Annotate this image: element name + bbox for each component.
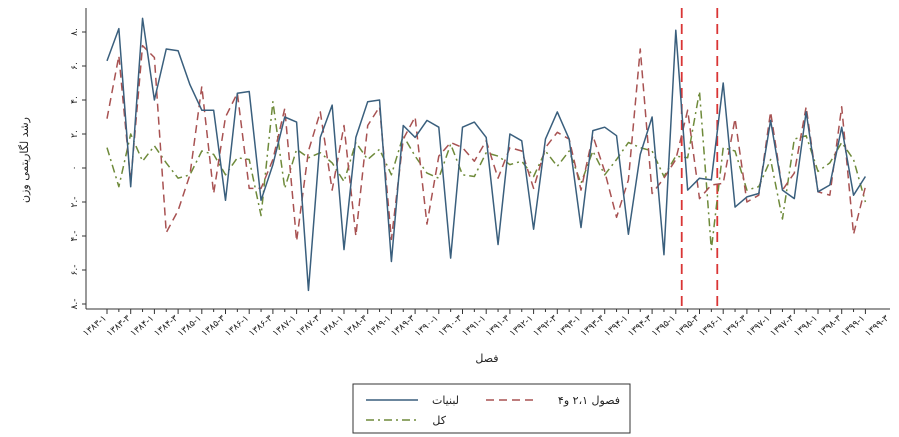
x-tick-label: ۱۳۸۸-۱	[318, 314, 345, 339]
y-tick-label: ۴.-	[70, 231, 80, 242]
y-tick-label: ۴.	[70, 96, 80, 104]
x-tick-label: ۱۳۹۰-۳	[437, 314, 465, 339]
y-tick-label: ۰	[70, 166, 80, 171]
x-tick-label: ۱۳۹۷-۳	[769, 314, 797, 339]
x-tick-label: ۱۳۹۱-۱	[461, 314, 488, 339]
x-tick-label: ۱۳۸۴-۳	[153, 314, 181, 339]
legend-label-dairy: لبنیات	[432, 394, 459, 407]
x-tick-label: ۱۳۸۵-۳	[200, 314, 228, 339]
y-tick-label: ۶.-	[70, 265, 80, 276]
legend: لبنیات فصول ۲،۱ و۴ کل	[352, 383, 631, 434]
x-tick-label: ۱۳۸۷-۱	[271, 314, 298, 339]
x-tick-label: ۱۳۸۶-۳	[247, 314, 275, 339]
x-tick-label: ۱۳۹۴-۳	[627, 314, 655, 339]
x-tick-label: ۱۳۸۳-۱	[81, 314, 108, 339]
x-tick-label: ۱۳۹۱-۳	[484, 314, 512, 339]
x-tick-label: ۱۳۹۲-۱	[508, 314, 535, 339]
legend-label-seasons: فصول ۲،۱ و۴	[558, 394, 620, 407]
x-tick-label: ۱۳۸۹-۱	[366, 314, 393, 339]
legend-label-total: کل	[432, 414, 446, 427]
x-tick-label: ۱۳۹۸-۱	[792, 314, 819, 339]
y-tick-label: ۸.	[70, 28, 80, 36]
x-tick-label: ۱۳۸۴-۱	[129, 314, 156, 339]
x-tick-label: ۱۳۸۹-۳	[390, 314, 418, 339]
x-tick-label: ۱۳۹۶-۱	[698, 314, 725, 339]
x-tick-label: ۱۳۸۷-۳	[295, 314, 323, 339]
series-layer	[106, 17, 867, 292]
x-tick-label: ۱۳۹۵-۳	[674, 314, 702, 339]
x-tick-label: ۱۳۸۸-۳	[342, 314, 370, 339]
y-axis-title: رشد لگاریتمی وزن	[18, 117, 31, 203]
y-tick-label: ۶.	[70, 62, 80, 70]
x-tick-label: ۱۳۹۹-۱	[840, 314, 867, 339]
x-tick-label: ۱۳۹۹-۳	[864, 314, 892, 339]
grid-layer	[680, 8, 719, 309]
x-tick-label: ۱۳۹۲-۳	[532, 314, 560, 339]
y-tick-label: ۲.	[70, 130, 80, 138]
legend-box	[352, 383, 631, 434]
x-tick-label: ۱۳۸۳-۳	[105, 314, 133, 339]
x-tick-label: ۱۳۹۳-۳	[579, 314, 607, 339]
y-tick-label: ۲.-	[70, 197, 80, 208]
x-tick-label: ۱۳۹۸-۳	[816, 314, 844, 339]
series-line-dairy	[106, 17, 867, 292]
axes-layer: ۸.-۶.-۴.-۲.-۰۲.۴.۶.۸.۱۳۸۳-۱۱۳۸۳-۳۱۳۸۴-۱۱…	[70, 8, 891, 339]
x-tick-label: ۱۳۹۳-۱	[555, 314, 582, 339]
x-axis-title: فصل	[475, 352, 498, 365]
x-tick-label: ۱۳۸۵-۱	[176, 314, 203, 339]
x-tick-label: ۱۳۹۵-۱	[650, 314, 677, 339]
x-tick-label: ۱۳۹۴-۱	[603, 314, 630, 339]
x-tick-label: ۱۳۹۰-۱	[413, 314, 440, 339]
x-tick-label: ۱۳۹۶-۳	[721, 314, 749, 339]
x-tick-label: ۱۳۸۶-۱	[224, 314, 251, 339]
x-tick-label: ۱۳۹۷-۱	[745, 314, 772, 339]
y-tick-label: ۸.-	[70, 299, 80, 310]
series-line-total	[106, 90, 867, 251]
